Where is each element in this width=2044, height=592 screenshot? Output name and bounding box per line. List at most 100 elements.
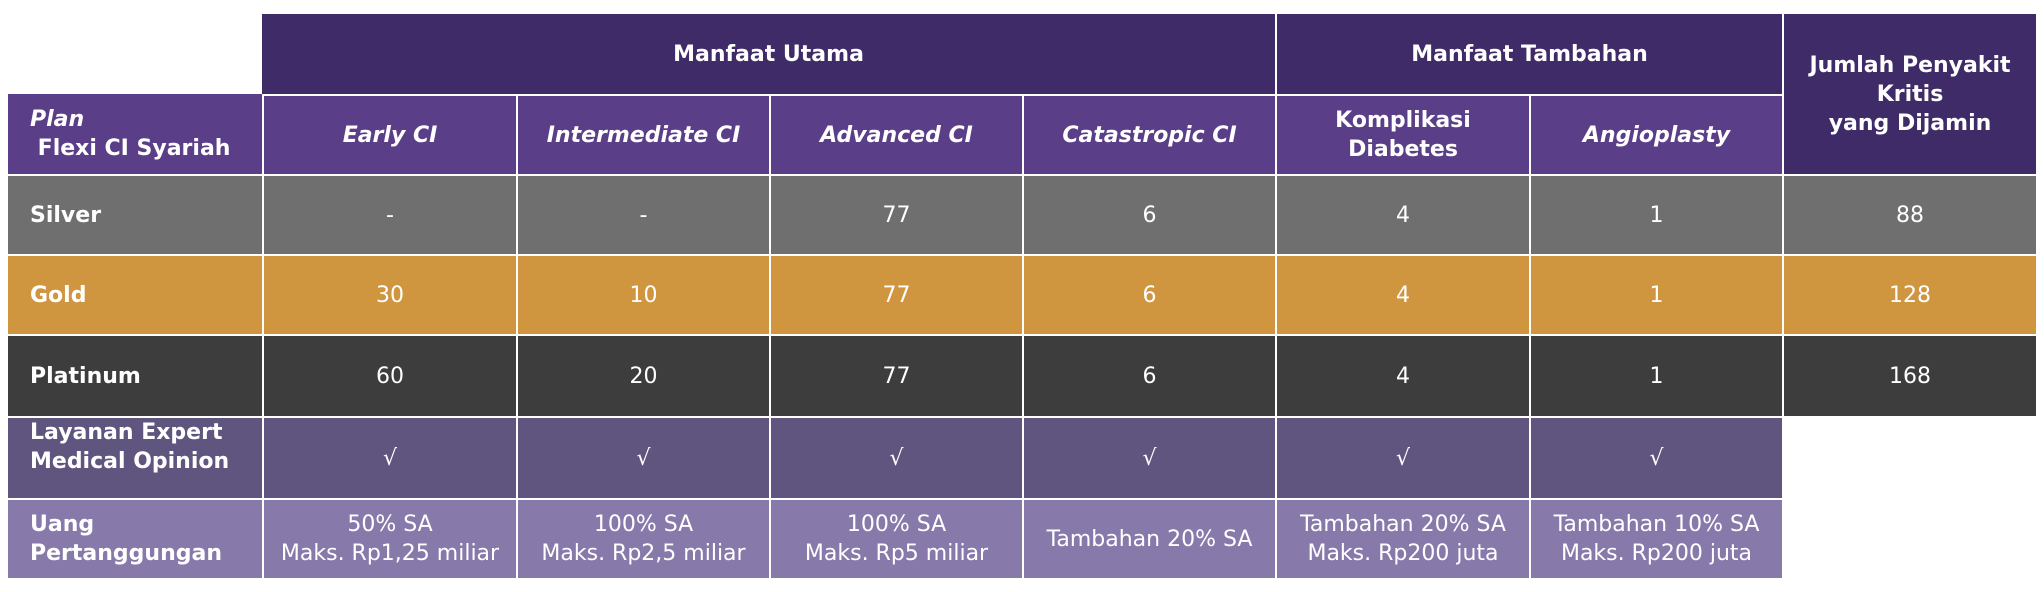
cell-value: Maks. Rp200 juta <box>1560 541 1753 566</box>
table-cell: Tambahan 10% SA Maks. Rp200 juta <box>1529 498 1782 578</box>
table-cell: 20 <box>516 334 769 416</box>
table-cell: 50% SA Maks. Rp1,25 miliar <box>262 498 516 578</box>
column-header-plan: Plan Flexi CI Syariah <box>8 94 262 174</box>
cell-value: - <box>639 202 648 228</box>
cell-value: 77 <box>882 363 911 389</box>
cell-value: 168 <box>1889 363 1931 389</box>
column-header-intermediate-ci: Intermediate CI <box>516 94 769 174</box>
row-label-silver: Silver <box>8 174 262 254</box>
cell-value: 1 <box>1649 202 1664 228</box>
check-mark: √ <box>1142 445 1157 471</box>
column-header-angioplasty: Angioplasty <box>1529 94 1782 174</box>
table-cell: √ <box>516 416 769 498</box>
table-cell-total: 168 <box>1782 334 2036 416</box>
cell-value: 30 <box>376 282 404 308</box>
table-cell: √ <box>1022 416 1275 498</box>
table-cell: 6 <box>1022 334 1275 416</box>
cell-value: 100% SA <box>846 512 947 537</box>
cell-value: 4 <box>1396 363 1410 389</box>
row-label-medical-line1: Layanan Expert <box>30 420 223 445</box>
table-cell: 4 <box>1275 334 1529 416</box>
table-cell: Tambahan 20% SA <box>1022 498 1275 578</box>
table-cell-total: 128 <box>1782 254 2036 334</box>
cell-value: Maks. Rp5 miliar <box>804 541 989 566</box>
row-label-gold-text: Gold <box>30 282 87 308</box>
table-cell: Tambahan 20% SA Maks. Rp200 juta <box>1275 498 1529 578</box>
table-cell: 6 <box>1022 254 1275 334</box>
check-mark: √ <box>1649 445 1664 471</box>
table-cell: 10 <box>516 254 769 334</box>
table-cell: 100% SA Maks. Rp2,5 miliar <box>516 498 769 578</box>
row-label-uang-pertanggungan-text: Uang Pertanggungan <box>30 512 222 566</box>
row-label-medical-opinion: Layanan Expert Medical Opinion <box>8 416 262 498</box>
header-manfaat-tambahan: Manfaat Tambahan <box>1275 14 1782 94</box>
header-manfaat-tambahan-label: Manfaat Tambahan <box>1411 41 1648 67</box>
table-cell: 6 <box>1022 174 1275 254</box>
cell-value: Maks. Rp200 juta <box>1307 541 1499 566</box>
cell-value: Maks. Rp2,5 miliar <box>541 541 746 566</box>
cell-value: 60 <box>376 363 404 389</box>
plan-prefix: Plan <box>30 107 85 132</box>
column-header-early-ci: Early CI <box>262 94 516 174</box>
cell-value: Tambahan 20% SA <box>1046 526 1253 552</box>
table-cell: - <box>516 174 769 254</box>
column-header-advanced-ci: Advanced CI <box>769 94 1022 174</box>
cell-value: 1 <box>1649 282 1664 308</box>
column-header-komplikasi-diabetes: Komplikasi Diabetes <box>1275 94 1529 174</box>
header-total-critical-illness: Jumlah Penyakit Kritis yang Dijamin <box>1782 14 2036 174</box>
row-label-silver-text: Silver <box>30 202 102 228</box>
header-manfaat-utama: Manfaat Utama <box>262 14 1275 94</box>
header-total-line1: Jumlah Penyakit Kritis <box>1809 52 2011 107</box>
column-header-komplikasi-diabetes-label: Komplikasi Diabetes <box>1335 108 1471 162</box>
cell-value: 6 <box>1142 282 1157 308</box>
cell-value: Tambahan 10% SA <box>1553 512 1760 537</box>
header-total-line2: yang Dijamin <box>1828 110 1992 136</box>
check-mark: √ <box>1395 445 1411 471</box>
cell-value: 50% SA <box>347 512 433 537</box>
cell-value: 4 <box>1396 282 1410 308</box>
row-label-platinum-text: Platinum <box>30 363 141 389</box>
table-cell: 4 <box>1275 254 1529 334</box>
cell-value: - <box>386 202 394 228</box>
plan-rest: Flexi CI Syariah <box>30 136 231 161</box>
cell-value: Tambahan 20% SA <box>1300 512 1506 537</box>
row-label-gold: Gold <box>8 254 262 334</box>
table-cell: 1 <box>1529 174 1782 254</box>
row-label-platinum: Platinum <box>8 334 262 416</box>
row-label-medical-line2: Medical Opinion <box>30 449 230 474</box>
column-header-early-ci-label: Early CI <box>342 122 438 148</box>
table-cell: √ <box>1529 416 1782 498</box>
table-cell: 1 <box>1529 334 1782 416</box>
cell-value: 100% SA <box>593 512 694 537</box>
check-mark: √ <box>889 445 904 471</box>
column-header-intermediate-ci-label: Intermediate CI <box>546 122 741 148</box>
column-header-angioplasty-label: Angioplasty <box>1582 122 1731 148</box>
table-cell: √ <box>769 416 1022 498</box>
header-manfaat-utama-label: Manfaat Utama <box>673 41 864 67</box>
row-label-uang-pertanggungan: Uang Pertanggungan <box>8 498 262 578</box>
table-cell: 4 <box>1275 174 1529 254</box>
table-cell: 77 <box>769 254 1022 334</box>
check-mark: √ <box>636 445 651 471</box>
column-header-catastropic-ci-label: Catastropic CI <box>1062 122 1237 148</box>
cell-value: 4 <box>1396 202 1410 228</box>
table-cell: 60 <box>262 334 516 416</box>
cell-value: 77 <box>882 282 911 308</box>
column-header-catastropic-ci: Catastropic CI <box>1022 94 1275 174</box>
cell-value: 128 <box>1889 282 1931 308</box>
cell-value: 20 <box>629 363 658 389</box>
table-cell: √ <box>1275 416 1529 498</box>
table-cell: √ <box>262 416 516 498</box>
check-mark: √ <box>382 445 398 471</box>
table-cell-total: 88 <box>1782 174 2036 254</box>
cell-value: 6 <box>1142 202 1157 228</box>
table-cell: 100% SA Maks. Rp5 miliar <box>769 498 1022 578</box>
cell-value: 10 <box>629 282 658 308</box>
table-cell: 77 <box>769 334 1022 416</box>
table-cell: 30 <box>262 254 516 334</box>
cell-value: 88 <box>1896 202 1924 228</box>
cell-value: 1 <box>1649 363 1664 389</box>
cell-value: 77 <box>882 202 911 228</box>
cell-value: Maks. Rp1,25 miliar <box>280 541 500 566</box>
table-cell: 1 <box>1529 254 1782 334</box>
